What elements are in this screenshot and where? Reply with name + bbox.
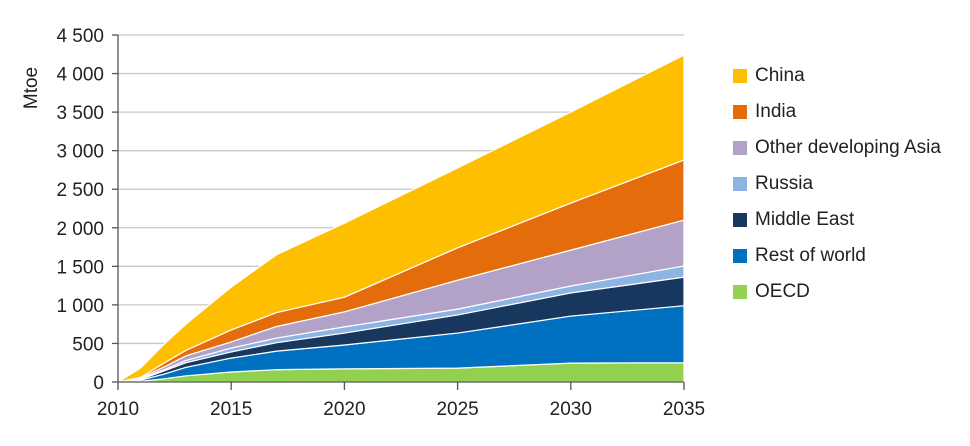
legend-label: Other developing Asia: [755, 137, 941, 158]
legend-label: India: [755, 101, 797, 122]
legend-swatch: [733, 213, 747, 227]
legend-label: OECD: [755, 281, 810, 302]
legend-swatch: [733, 285, 747, 299]
y-tick-label: 1 000: [56, 296, 104, 317]
x-tick-label: 2025: [436, 399, 478, 420]
legend-label: Middle East: [755, 209, 855, 230]
legend-swatch: [733, 141, 747, 155]
legend-label: China: [755, 65, 805, 86]
x-tick-label: 2020: [323, 399, 365, 420]
x-tick-label: 2015: [210, 399, 252, 420]
x-tick-label: 2030: [550, 399, 592, 420]
legend-label: Russia: [755, 173, 814, 194]
y-tick-label: 2 000: [56, 219, 104, 240]
x-tick-label: 2035: [663, 399, 705, 420]
y-tick-label: 0: [93, 373, 104, 394]
legend-swatch: [733, 105, 747, 119]
legend-label: Rest of world: [755, 245, 866, 266]
legend-item: OECD: [733, 274, 941, 310]
legend-swatch: [733, 177, 747, 191]
y-tick-label: 1 500: [56, 257, 104, 278]
legend-item: Rest of world: [733, 238, 941, 274]
legend-item: Middle East: [733, 202, 941, 238]
area-china: [117, 54, 685, 383]
y-tick-label: 3 000: [56, 142, 104, 163]
x-tick-label: 2010: [97, 399, 139, 420]
legend: China India Other developing Asia Russia Mid…: [733, 58, 941, 310]
y-tick-label: 2 500: [56, 180, 104, 201]
legend-item: India: [733, 94, 941, 130]
y-tick-label: 3 500: [56, 103, 104, 124]
y-tick-label: 500: [72, 334, 104, 355]
legend-swatch: [733, 249, 747, 263]
legend-item: China: [733, 58, 941, 94]
y-axis-label: Mtoe: [21, 67, 42, 109]
legend-swatch: [733, 69, 747, 83]
y-tick-label: 4 500: [56, 26, 104, 47]
legend-item: Russia: [733, 166, 941, 202]
legend-item: Other developing Asia: [733, 130, 941, 166]
y-tick-label: 4 000: [56, 65, 104, 86]
